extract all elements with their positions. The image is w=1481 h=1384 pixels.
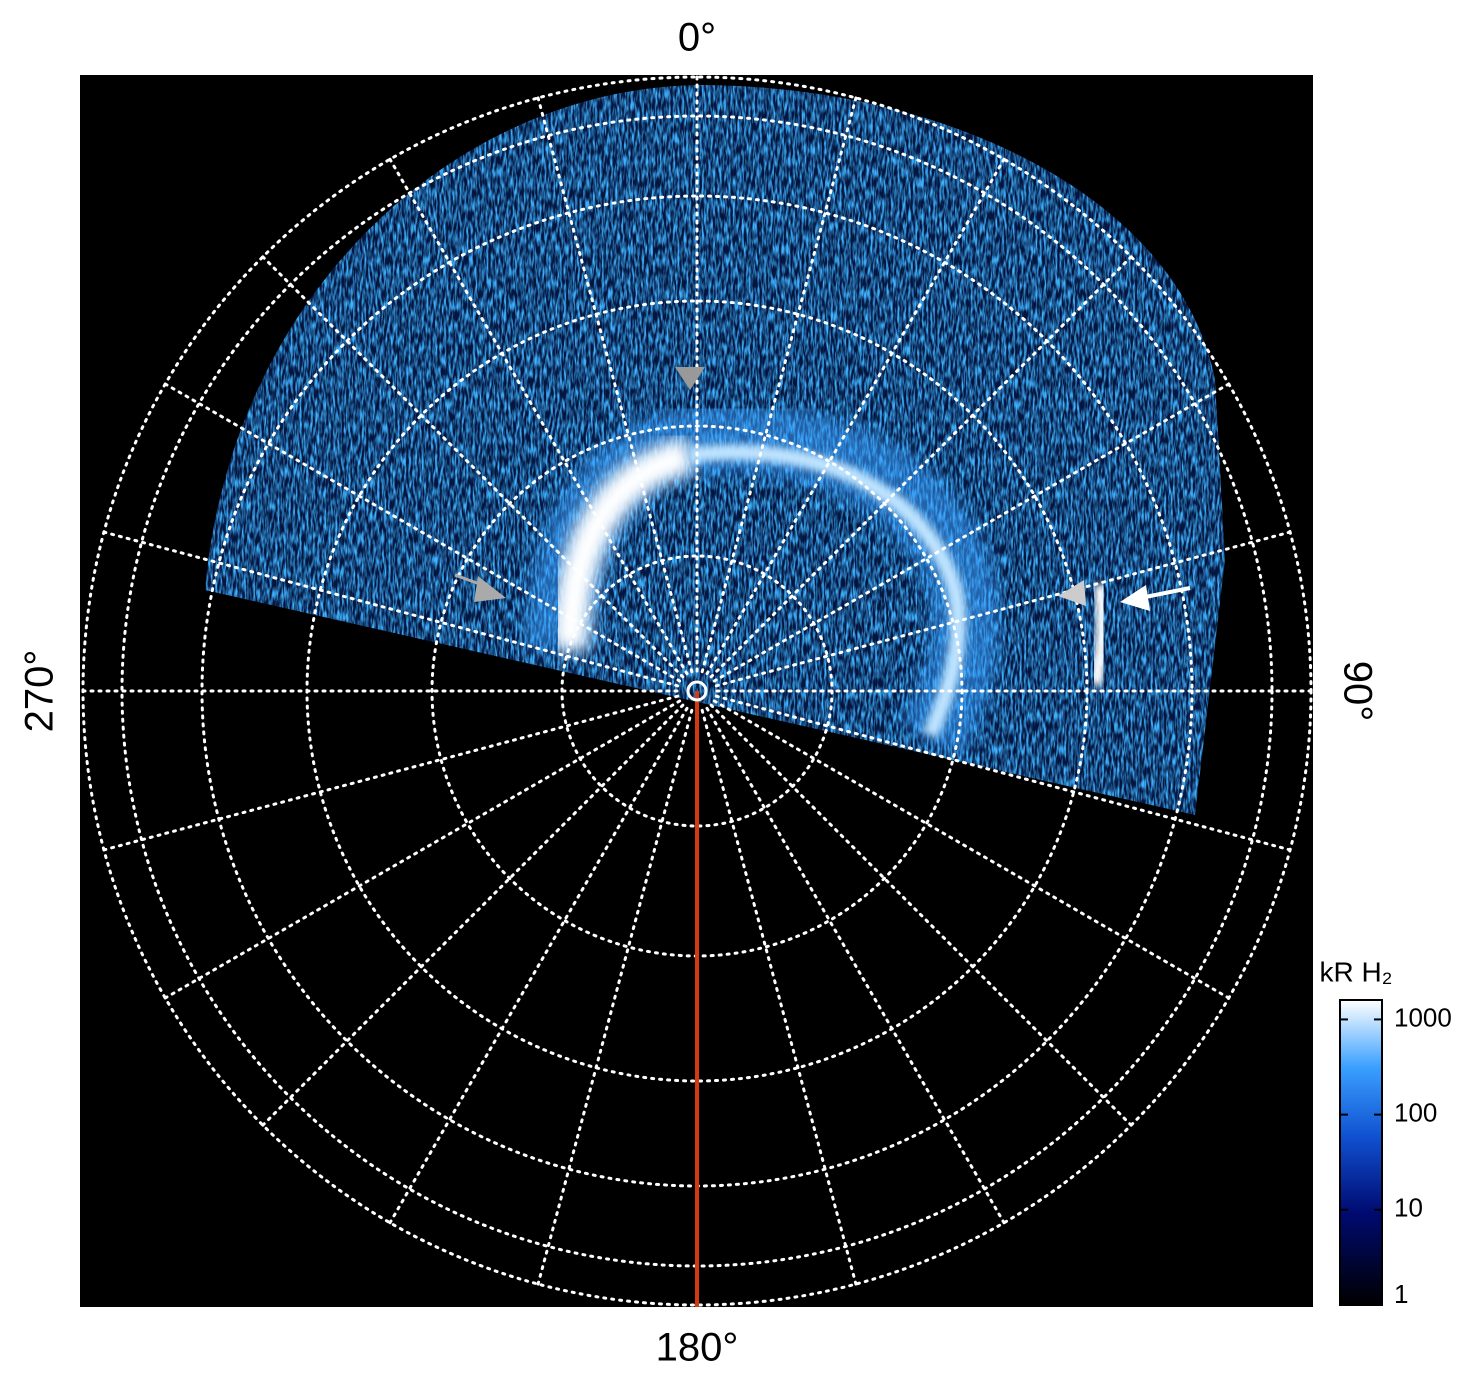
grid-spoke — [714, 530, 1292, 688]
grid-spoke — [712, 382, 1231, 683]
grid-spoke — [388, 157, 689, 676]
colorbar — [1339, 999, 1383, 1306]
colorbar-tick-label: 100 — [1394, 1097, 1437, 1127]
arrow — [474, 576, 506, 602]
grid-spoke — [712, 699, 1231, 1000]
colorbar-tick-label: 1000 — [1394, 1002, 1452, 1032]
colorbar-tick-label: 1 — [1394, 1279, 1408, 1309]
grid-spoke — [536, 708, 694, 1286]
colorbar-title: kR H₂ — [1319, 956, 1392, 987]
arrow — [1120, 585, 1150, 611]
grid-spoke — [261, 703, 685, 1127]
pole-marker — [686, 680, 708, 702]
angle-label: 0° — [678, 16, 716, 60]
arrow — [1058, 580, 1086, 606]
grid-spoke — [102, 694, 680, 852]
arrow — [675, 367, 705, 390]
grid-spoke — [163, 382, 682, 683]
grid-spoke — [700, 96, 858, 674]
grid-spoke — [705, 157, 1006, 676]
grid-spoke — [261, 255, 685, 679]
grid-spoke — [700, 708, 858, 1286]
grid-spoke — [705, 706, 1006, 1225]
angle-label: 270° — [18, 650, 62, 733]
grid-spoke — [102, 530, 680, 688]
grid-spoke — [163, 699, 682, 1000]
grid-spoke — [709, 255, 1133, 679]
colorbar-tick-label: 10 — [1394, 1193, 1423, 1223]
angle-label: 180° — [656, 1326, 739, 1370]
arrow — [1139, 586, 1191, 600]
grid-spoke — [536, 96, 694, 674]
grid-spoke — [714, 694, 1292, 852]
angle-label: 90° — [1335, 661, 1379, 722]
grid-spoke — [388, 706, 689, 1225]
grid-spoke — [709, 703, 1133, 1127]
